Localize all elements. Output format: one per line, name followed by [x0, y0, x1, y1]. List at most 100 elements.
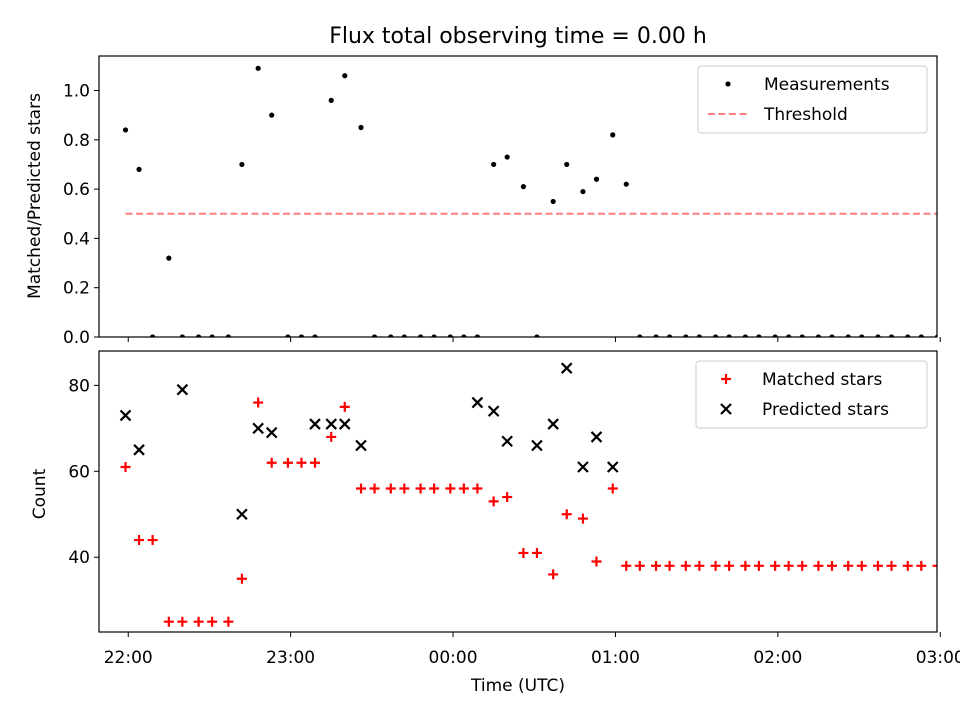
- bottom-data-point: [872, 560, 883, 571]
- top-legend-label: Threshold: [763, 105, 848, 125]
- bottom-data-point: [694, 560, 705, 571]
- top-data-point: [799, 334, 805, 337]
- bottom-data-point: [577, 461, 589, 473]
- top-legend-marker: [725, 81, 731, 87]
- bottom-data-point: [223, 616, 234, 627]
- bottom-x-tick-label: 22:00: [104, 648, 153, 668]
- top-data-point: [875, 334, 881, 337]
- bottom-data-point: [518, 547, 529, 558]
- bottom-data-point: [634, 560, 645, 571]
- top-data-point: [786, 334, 792, 337]
- bottom-x-tick-label: 23:00: [266, 648, 315, 668]
- bottom-data-point: [309, 418, 321, 430]
- bottom-data-point: [385, 483, 396, 494]
- top-data-point: [269, 112, 275, 118]
- top-data-point: [610, 132, 616, 138]
- top-data-point: [888, 334, 895, 337]
- bottom-data-point: [458, 483, 469, 494]
- top-data-point: [209, 334, 215, 337]
- bottom-data-point: [753, 560, 764, 571]
- bottom-data-point: [797, 560, 808, 571]
- top-data-point: [742, 334, 748, 337]
- top-data-point: [136, 166, 142, 172]
- bottom-data-point: [176, 383, 189, 396]
- top-y-tick-label: 0.8: [63, 131, 90, 151]
- bottom-data-point: [501, 435, 513, 448]
- bottom-data-point: [236, 508, 248, 521]
- bottom-data-point: [561, 509, 572, 520]
- bottom-data-point: [502, 492, 513, 503]
- bottom-data-point: [471, 396, 484, 409]
- bottom-panel: 40 60 80 22:00 23:00 00:00 01:00 02:00 03:00 Matc…: [68, 350, 960, 668]
- top-data-point: [666, 334, 673, 337]
- bottom-data-point: [415, 483, 426, 494]
- top-data-point: [653, 334, 659, 337]
- top-legend: Measurements Threshold: [697, 65, 928, 134]
- top-legend-box: [697, 65, 928, 134]
- bottom-data-point: [356, 483, 367, 494]
- bottom-data-point: [339, 401, 350, 412]
- bottom-data-point: [591, 556, 602, 567]
- bottom-data-point: [548, 569, 559, 580]
- x-axis-label: Time (UTC): [470, 676, 565, 696]
- bottom-data-point: [445, 483, 456, 494]
- bottom-y-axis-label: Count: [30, 468, 50, 519]
- top-data-point: [815, 334, 822, 337]
- bottom-data-point: [651, 560, 662, 571]
- bottom-data-point: [783, 560, 794, 571]
- top-y-tick-label: 0.4: [63, 229, 90, 249]
- top-data-point: [239, 161, 245, 168]
- top-data-point: [371, 334, 378, 337]
- bottom-data-point: [207, 616, 218, 627]
- top-data-point: [225, 334, 231, 337]
- top-data-point: [122, 127, 129, 133]
- top-data-point: [829, 334, 835, 337]
- bottom-legend-label: Predicted stars: [762, 400, 889, 420]
- bottom-data-point: [163, 616, 174, 627]
- top-data-point: [417, 334, 424, 337]
- top-data-point: [149, 334, 156, 337]
- top-data-point: [358, 124, 364, 131]
- bottom-data-point: [607, 483, 618, 494]
- bottom-data-point: [590, 431, 603, 443]
- top-data-point: [431, 334, 437, 337]
- bottom-data-point: [724, 560, 735, 571]
- top-panel: 0.0 0.2 0.4 0.6 0.8 1.0 Measurements Threshold: [63, 55, 941, 348]
- top-data-point: [637, 334, 643, 337]
- bottom-data-point: [916, 560, 927, 571]
- top-data-point: [520, 184, 527, 190]
- top-data-point: [312, 334, 318, 337]
- bottom-data-point: [282, 457, 293, 468]
- top-y-tick-label: 0.6: [63, 180, 90, 200]
- top-data-point: [580, 188, 586, 195]
- bottom-legend-label: Matched stars: [762, 370, 882, 390]
- bottom-data-point: [621, 560, 632, 571]
- top-data-point: [593, 176, 600, 182]
- bottom-data-point: [309, 457, 320, 468]
- bottom-data-point: [710, 560, 721, 571]
- bottom-data-point: [843, 560, 854, 571]
- bottom-data-point: [487, 405, 500, 417]
- top-data-point: [726, 334, 732, 337]
- bottom-data-point: [606, 461, 619, 473]
- bottom-x-tick-label: 02:00: [753, 648, 802, 668]
- top-y-tick-label: 0.2: [63, 279, 90, 299]
- bottom-data-point: [488, 496, 499, 507]
- top-data-point: [534, 334, 540, 337]
- bottom-data-point: [560, 362, 573, 374]
- top-plot-area: [122, 65, 937, 337]
- bottom-series-predicted-stars: [119, 362, 619, 521]
- top-data-point: [461, 334, 467, 337]
- top-data-point: [918, 334, 924, 337]
- bottom-data-point: [399, 483, 410, 494]
- bottom-legend: Matched stars Predicted stars: [695, 360, 928, 429]
- bottom-y-tick-label: 60: [68, 462, 90, 482]
- bottom-data-point: [664, 560, 675, 571]
- bottom-data-point: [770, 560, 781, 571]
- bottom-data-point: [680, 560, 691, 571]
- top-data-point: [550, 198, 556, 205]
- bottom-data-point: [326, 431, 337, 442]
- top-series-measurements: [122, 65, 937, 337]
- bottom-data-point: [252, 422, 264, 435]
